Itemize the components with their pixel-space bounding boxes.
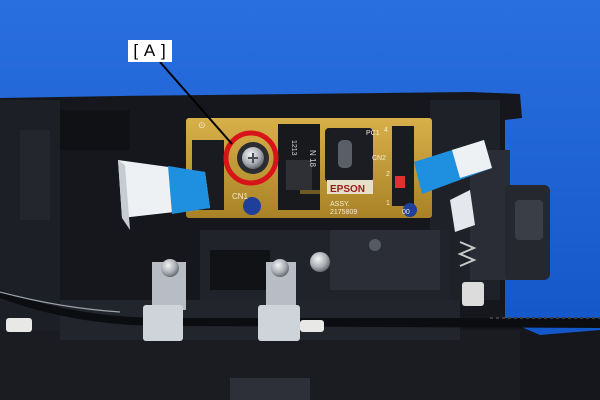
sensor-mark-label: N 18 (308, 150, 317, 167)
callout-leader-line (159, 61, 233, 145)
flex-cable-right (414, 140, 492, 232)
chassis-screw-icon (310, 252, 330, 272)
callout-label-a: [ A ] (128, 40, 172, 62)
pin-4-label: 4 (384, 127, 388, 134)
spring (457, 241, 477, 267)
sensor-code-label: 1213 (290, 140, 297, 156)
metal-bracket-left (143, 259, 186, 341)
brand-label: EPSON (330, 184, 365, 195)
screw-cross (248, 153, 258, 163)
cn2-label: CN2 (372, 155, 386, 162)
metal-bracket-right (258, 259, 300, 341)
white-clip-mid (300, 320, 324, 332)
flex-cable-left (118, 160, 210, 230)
red-highlight-circle-icon (223, 130, 279, 186)
rev-label: 00 (402, 209, 410, 216)
pin-2-label: 2 (386, 171, 390, 178)
white-clip-right (462, 282, 484, 306)
pin-1-label: 1 (386, 200, 390, 207)
pcb-hole-mark: ⊙ (198, 120, 206, 130)
part-number-label: 2175809 (330, 209, 357, 216)
cn1-label: CN1 (232, 192, 249, 201)
assy-label: ASSY. (330, 201, 350, 208)
white-clip-left (6, 318, 32, 332)
pc1-label: PC1 (366, 130, 380, 137)
